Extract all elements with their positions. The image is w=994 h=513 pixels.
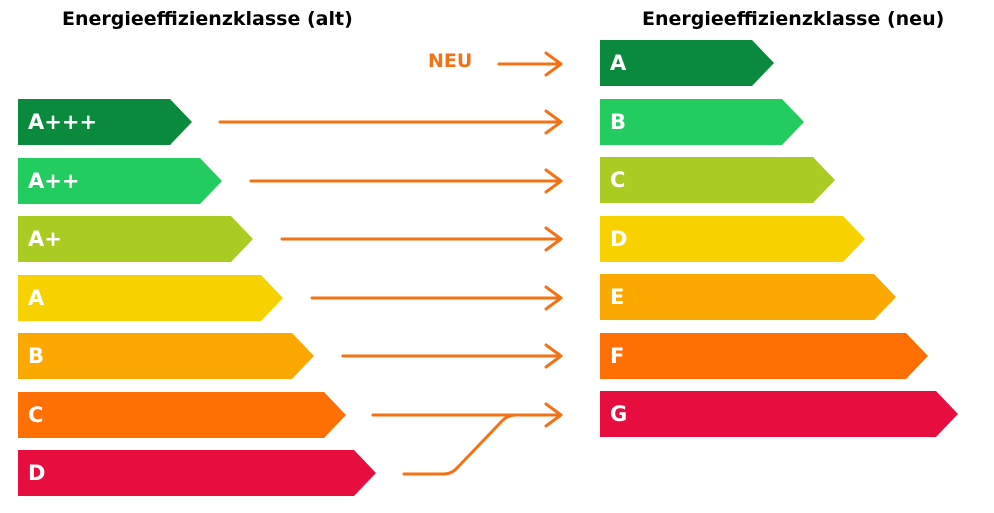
new-class-b: B (600, 99, 804, 145)
arrow-d-to-g (402, 413, 518, 476)
arrow-a1-to-d (280, 226, 563, 252)
arrow-a3-to-b (218, 109, 563, 135)
new-class-e: E (600, 274, 896, 320)
old-classes-title: Energieeffizienzklasse (alt) (62, 8, 353, 30)
arrow-b-to-f (341, 343, 563, 369)
old-class-a-plus: A+ (18, 216, 253, 262)
arrow-c-to-g (371, 402, 563, 428)
old-class-d: D (18, 450, 376, 496)
neu-label: NEU (428, 50, 473, 72)
old-class-c: C (18, 392, 346, 438)
arrow-a-to-e (310, 285, 563, 311)
old-class-a-plus-plus: A++ (18, 158, 222, 204)
old-class-a: A (18, 275, 283, 321)
new-classes-title: Energieeffizienzklasse (neu) (642, 8, 945, 30)
arrow-a2-to-c (249, 168, 563, 194)
arrow-neu-to-a (497, 51, 563, 77)
old-class-b: B (18, 333, 314, 379)
new-class-c: C (600, 157, 835, 203)
new-class-a: A (600, 40, 774, 86)
new-class-f: F (600, 333, 928, 379)
old-class-a-plus-plus-plus: A+++ (18, 99, 192, 145)
new-class-d: D (600, 216, 865, 262)
new-class-g: G (600, 391, 958, 437)
